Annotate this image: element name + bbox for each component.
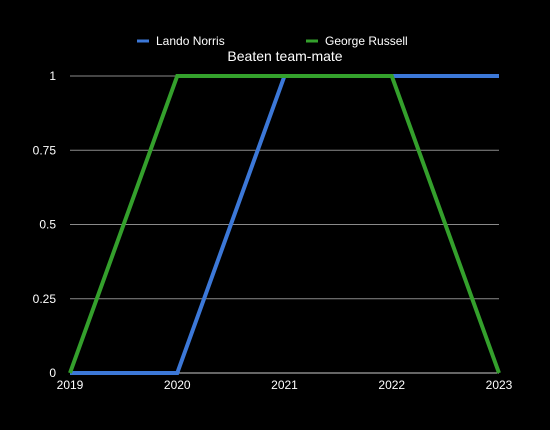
y-tick-label: 1 [49, 69, 56, 83]
legend-label-lando-norris: Lando Norris [156, 34, 225, 48]
legend-label-george-russell: George Russell [325, 34, 408, 48]
chart-title: Beaten team-mate [227, 48, 342, 64]
series-lines [68, 74, 501, 375]
x-tick-label: 2023 [486, 378, 513, 392]
x-tick-label: 2021 [271, 378, 298, 392]
y-tick-label: 0.5 [39, 218, 56, 232]
x-tick-label: 2020 [164, 378, 191, 392]
series-line-george-russell [68, 74, 501, 374]
legend: Lando Norris George Russell [137, 34, 408, 48]
x-tick-label: 2019 [57, 378, 84, 392]
x-tick-label: 2022 [378, 378, 405, 392]
y-tick-label: 0.25 [33, 292, 57, 306]
y-axis-ticks: 0 0.25 0.5 0.75 1 [33, 69, 57, 380]
y-tick-label: 0.75 [33, 143, 57, 157]
y-tick-label: 0 [49, 366, 56, 380]
x-axis-ticks: 2019 2020 2021 2022 2023 [57, 378, 513, 392]
